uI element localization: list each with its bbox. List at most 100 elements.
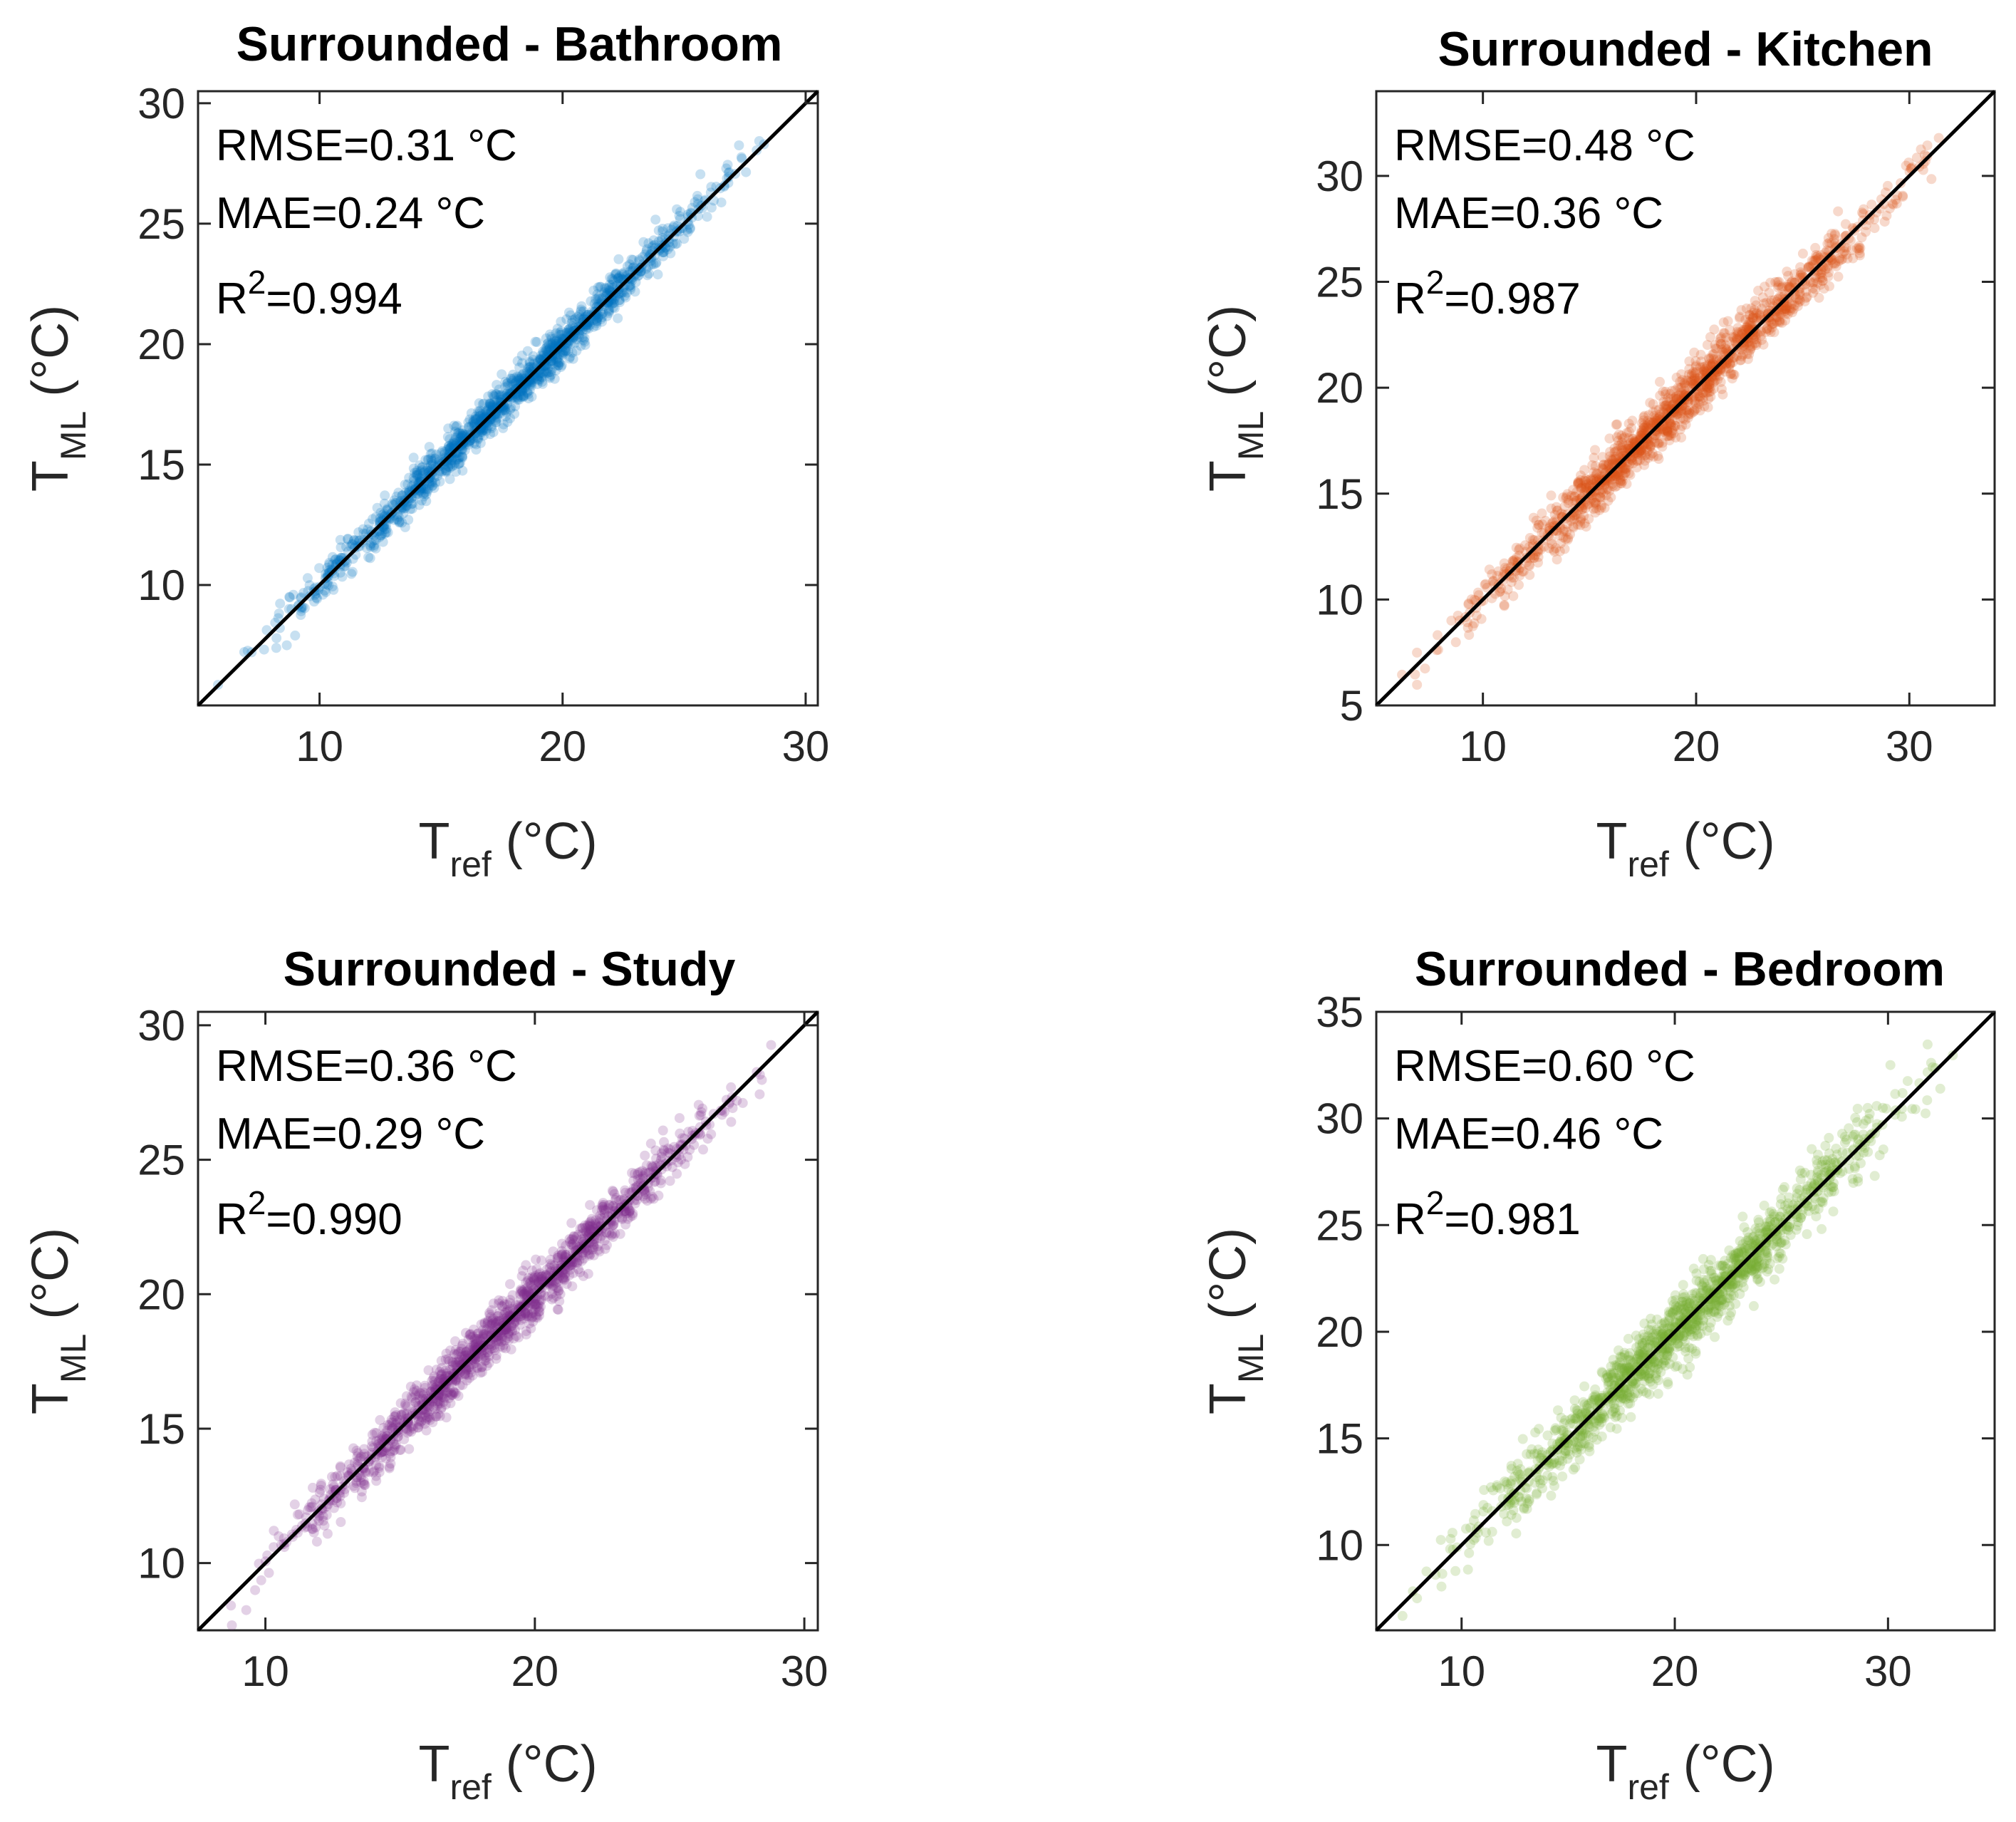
scatter-point — [675, 1128, 685, 1139]
scatter-point — [406, 1427, 417, 1437]
scatter-point — [1718, 328, 1729, 338]
scatter-point — [464, 414, 475, 425]
scatter-point — [1614, 429, 1624, 440]
scatter-point — [1760, 1221, 1770, 1231]
scatter-point — [441, 465, 452, 476]
scatter-point — [521, 366, 532, 377]
scatter-point — [1794, 1165, 1805, 1176]
scatter-point — [493, 1334, 504, 1345]
scatter-point — [480, 408, 491, 418]
scatter-point — [1598, 463, 1608, 474]
scatter-point — [1591, 497, 1601, 508]
scatter-point — [1788, 1200, 1798, 1211]
scatter-point — [576, 341, 586, 351]
scatter-point — [1709, 324, 1720, 335]
scatter-point — [1546, 490, 1557, 501]
scatter-point — [689, 1139, 700, 1150]
scatter-point — [1549, 1425, 1560, 1436]
scatter-point — [394, 517, 405, 528]
scatter-point — [410, 1390, 421, 1400]
scatter-point — [1765, 1216, 1775, 1227]
scatter-point — [1775, 317, 1785, 328]
scatter-point — [1467, 621, 1478, 631]
scatter-point — [400, 1400, 411, 1411]
scatter-point — [754, 136, 764, 146]
scatter-point — [511, 376, 522, 386]
scatter-point — [1629, 1375, 1640, 1385]
scatter-point — [1679, 378, 1690, 388]
scatter-point — [1577, 504, 1588, 514]
scatter-point — [1763, 1221, 1774, 1231]
scatter-point — [568, 353, 578, 364]
scatter-point — [378, 1423, 389, 1433]
scatter-point — [417, 465, 427, 475]
scatter-point — [569, 1257, 580, 1268]
scatter-point — [1608, 481, 1618, 492]
scatter-point — [1653, 438, 1664, 449]
scatter-point — [695, 169, 706, 180]
scatter-point — [351, 1445, 362, 1456]
scatter-point — [504, 1306, 514, 1317]
scatter-point — [459, 1350, 470, 1361]
scatter-point — [510, 401, 521, 412]
scatter-point — [419, 491, 429, 502]
scatter-point — [1712, 1312, 1723, 1322]
scatter-point — [609, 303, 620, 314]
scatter-point — [570, 314, 580, 325]
scatter-point — [1708, 374, 1718, 385]
scatter-point — [1650, 437, 1661, 447]
scatter-point — [417, 467, 428, 478]
scatter-point — [647, 1191, 658, 1202]
scatter-point — [420, 1380, 430, 1391]
scatter-point — [1715, 339, 1726, 349]
scatter-point — [1689, 370, 1700, 381]
scatter-point — [593, 291, 604, 302]
scatter-point — [486, 1341, 497, 1352]
scatter-point — [1810, 242, 1821, 253]
scatter-point — [1782, 309, 1793, 319]
scatter-point — [1819, 1167, 1830, 1178]
scatter-point — [1753, 285, 1764, 296]
scatter-point — [1760, 1227, 1771, 1238]
scatter-point — [635, 1174, 645, 1184]
scatter-point — [588, 1250, 599, 1261]
scatter-point — [597, 312, 608, 322]
scatter-point — [521, 1329, 531, 1340]
scatter-point — [319, 1520, 330, 1531]
scatter-point — [472, 413, 483, 424]
scatter-point — [1609, 1367, 1618, 1378]
scatter-point — [1824, 267, 1834, 278]
scatter-point — [1689, 347, 1700, 358]
scatter-point — [514, 1320, 525, 1330]
scatter-point — [356, 1492, 367, 1503]
scatter-point — [1464, 1548, 1475, 1558]
scatter-point — [1605, 447, 1616, 457]
scatter-point — [1755, 308, 1766, 319]
scatter-point — [1802, 291, 1812, 302]
scatter-point — [680, 1159, 690, 1169]
scatter-point — [406, 1422, 417, 1432]
scatter-point — [440, 1365, 451, 1376]
scatter-point — [526, 1308, 537, 1319]
scatter-point — [533, 1300, 544, 1310]
scatter-point — [499, 1299, 510, 1310]
scatter-point — [1604, 433, 1615, 444]
scatter-point — [1487, 593, 1497, 604]
scatter-point — [481, 1352, 492, 1363]
scatter-point — [397, 1409, 407, 1420]
scatter-point — [415, 1394, 425, 1405]
scatter-point — [1774, 316, 1784, 327]
scatter-point — [1542, 1471, 1552, 1481]
scatter-point — [506, 1325, 517, 1335]
scatter-point — [697, 1103, 707, 1114]
scatter-point — [1610, 446, 1621, 457]
scatter-point — [536, 1271, 547, 1282]
scatter-point — [1632, 456, 1643, 466]
scatter-point — [1617, 476, 1628, 487]
scatter-point — [614, 1195, 625, 1206]
scatter-point — [591, 1215, 601, 1226]
scatter-point — [424, 442, 435, 452]
scatter-point — [1869, 214, 1879, 224]
scatter-point — [601, 1240, 612, 1251]
scatter-point — [1822, 263, 1833, 274]
